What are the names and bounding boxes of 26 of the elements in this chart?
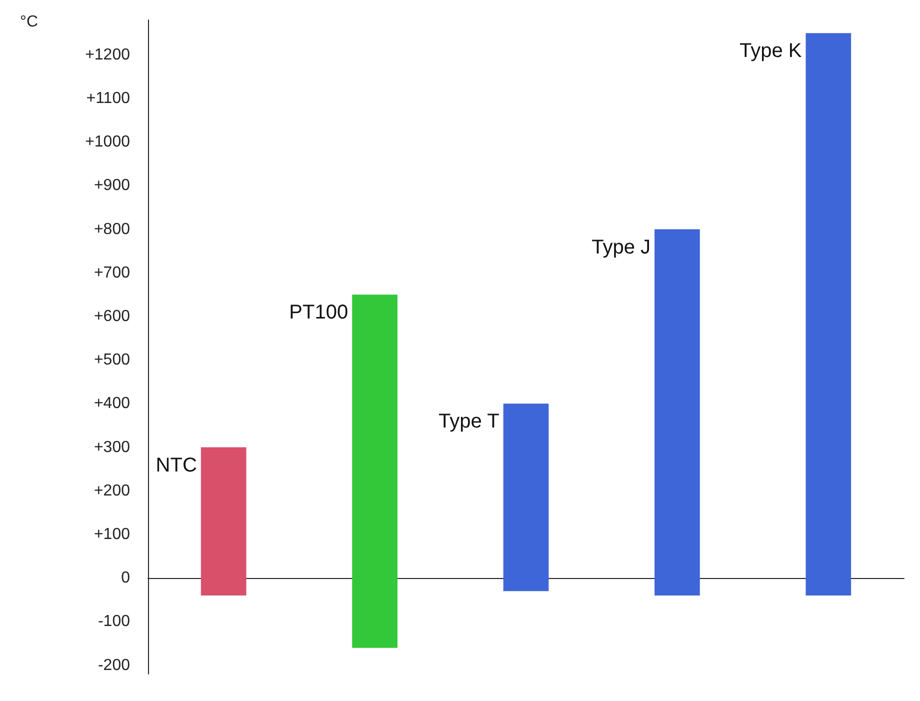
y-tick-label: +600: [94, 308, 130, 325]
bar: [654, 229, 700, 596]
bar: [200, 447, 246, 596]
y-tick-label: +1100: [86, 90, 130, 107]
x-tick-label: Type T: [438, 410, 500, 433]
y-tick-label: +100: [94, 526, 130, 543]
y-tick-label: +300: [94, 438, 130, 456]
y-tick-label: -100: [98, 613, 130, 630]
y-tick-label: 0: [121, 570, 130, 587]
bar: [503, 404, 549, 592]
y-tick-label: +500: [94, 352, 130, 369]
y-tick-label: +200: [94, 482, 130, 500]
y-tick-label: +1000: [85, 134, 130, 151]
y-tick-label: +1200: [85, 46, 130, 64]
y-axis-title: °C: [20, 14, 38, 30]
y-tick-label: +900: [94, 177, 130, 194]
x-tick-label: NTC: [156, 454, 197, 476]
bar: [806, 33, 852, 596]
bar: [352, 294, 398, 648]
y-tick-label: -200: [98, 656, 130, 674]
x-tick-label: Type K: [739, 40, 802, 62]
y-tick-label: +700: [94, 264, 130, 282]
x-tick-label: PT100: [289, 302, 348, 324]
y-tick-label: +800: [94, 220, 130, 238]
x-tick-label: Type J: [592, 236, 651, 258]
y-tick-label: +400: [94, 395, 130, 412]
